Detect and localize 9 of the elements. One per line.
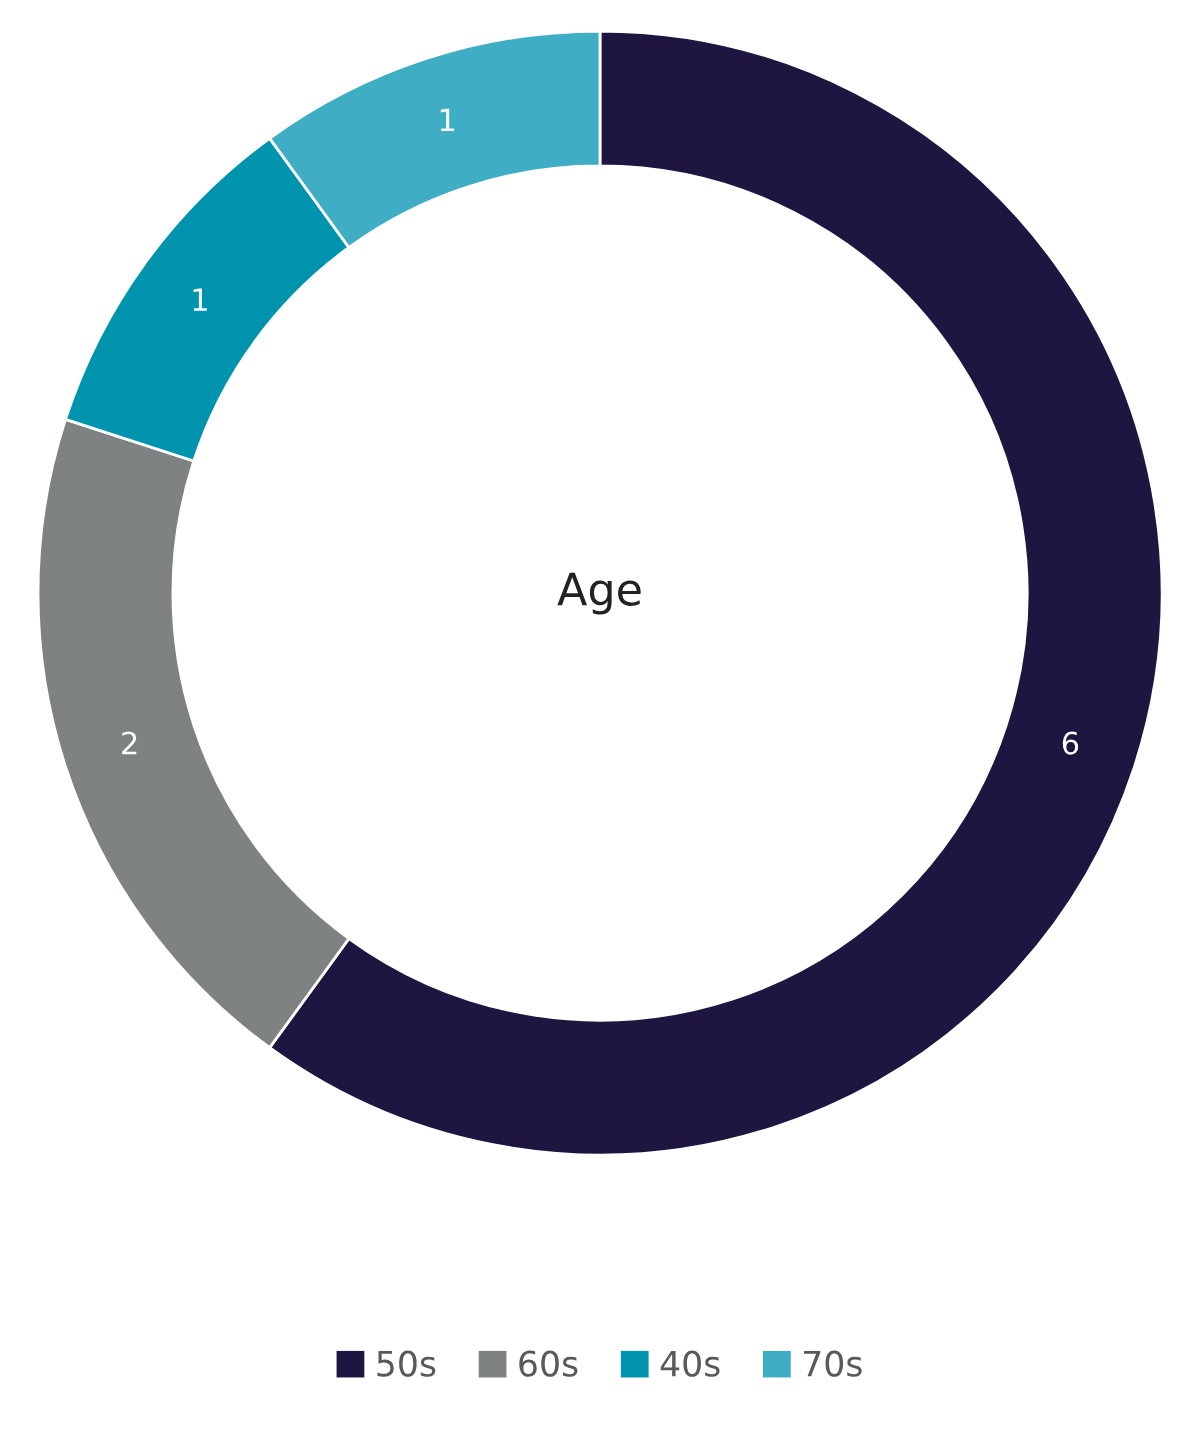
legend-label: 60s <box>519 1350 578 1377</box>
legend-label: 40s <box>660 1350 720 1377</box>
text: Age <box>557 572 641 615</box>
data-label: 1 <box>193 288 207 311</box>
legend-label: 70s <box>804 1350 862 1377</box>
data-label: 6 <box>1062 731 1079 755</box>
legend-label: 50s <box>377 1350 436 1377</box>
data-label: 2 <box>122 731 137 755</box>
data-label: 1 <box>440 108 455 132</box>
